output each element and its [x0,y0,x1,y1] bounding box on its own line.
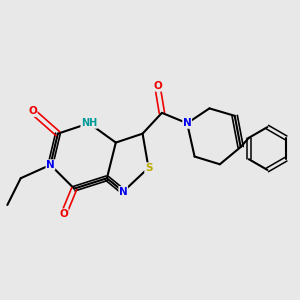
Text: N: N [46,160,55,170]
Text: N: N [119,187,128,196]
Text: O: O [59,209,68,219]
Text: O: O [153,81,162,91]
Text: O: O [28,106,37,116]
Text: N: N [183,118,191,128]
Text: NH: NH [81,118,97,128]
Text: S: S [145,163,152,173]
